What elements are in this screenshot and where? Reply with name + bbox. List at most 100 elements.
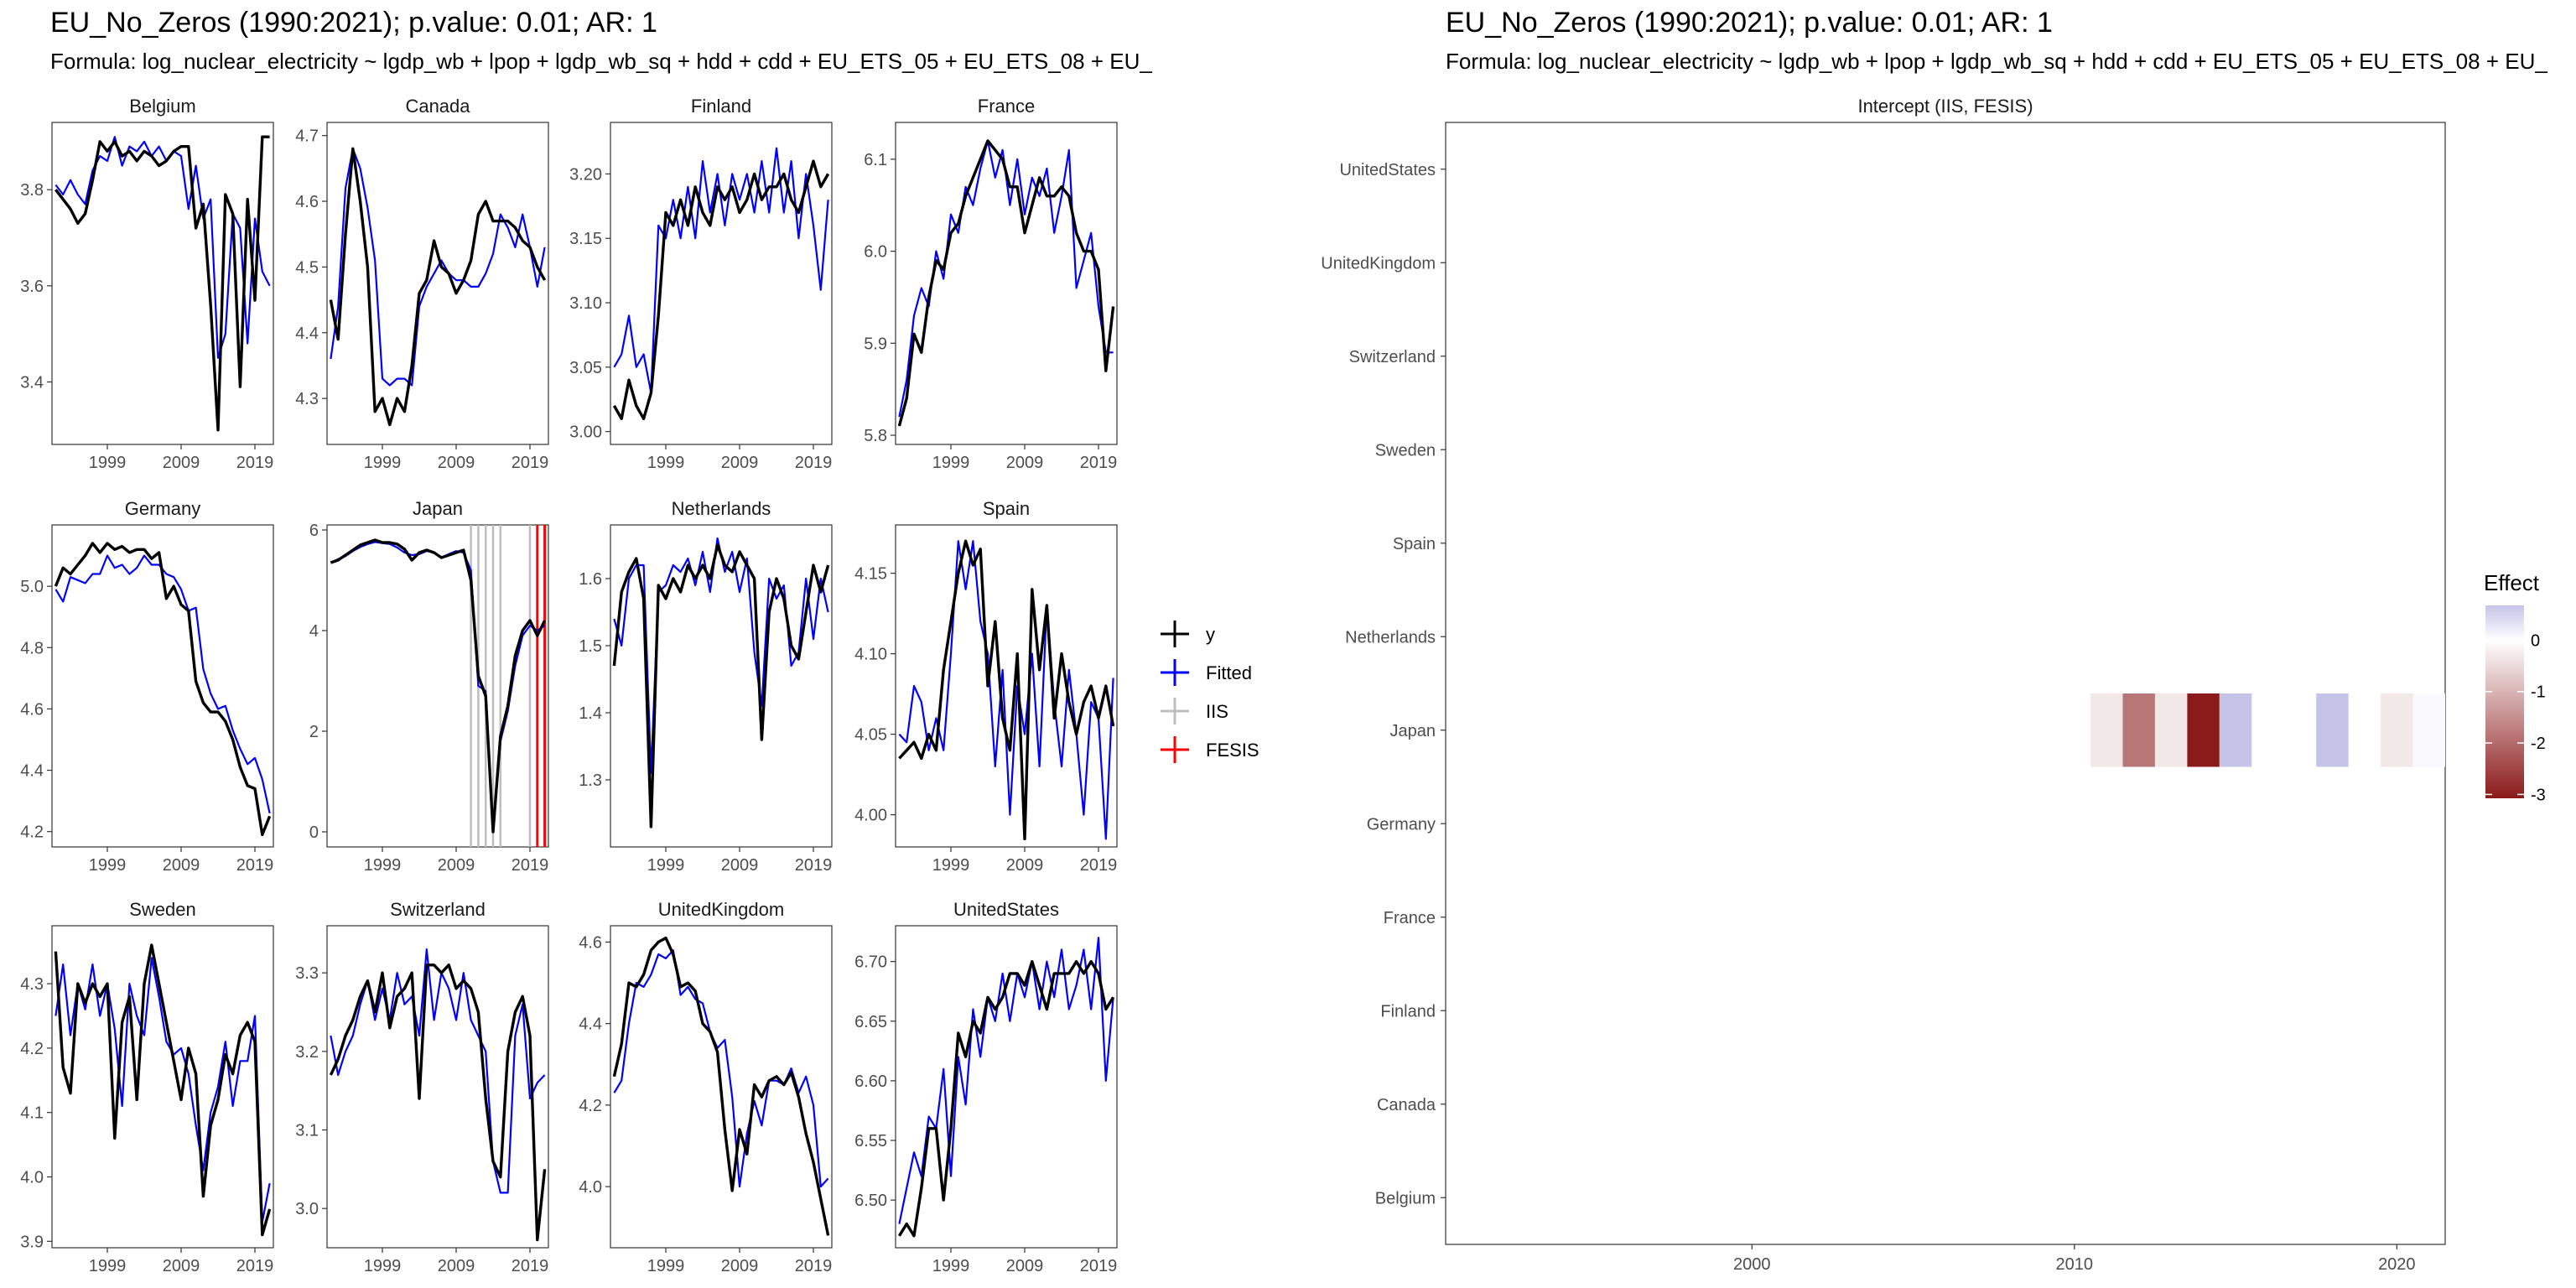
- heat-cell-japan-2013: [2154, 693, 2188, 767]
- y-tick-label: 4.2: [579, 1097, 602, 1115]
- x-tick-label: 1999: [364, 454, 402, 472]
- series-fitted: [330, 148, 546, 387]
- y-tick-label: 5.8: [864, 427, 887, 445]
- y-tick-label: 4.6: [579, 933, 602, 952]
- x-tick-label: 2009: [163, 856, 200, 875]
- x-tick-label: 1999: [932, 856, 970, 875]
- facet-grid: Belgium 3.4 3.6 3.8 1999 2009 2019 Canada 4.3 4.4…: [20, 96, 1118, 1275]
- series-y: [897, 139, 1115, 427]
- x-tick-label: 1999: [364, 1257, 402, 1275]
- series-fitted: [898, 540, 1114, 840]
- heat-y-label: Belgium: [1375, 1189, 1436, 1208]
- facet-germany: Germany 4.2 4.4 4.6 4.8 5.0 1999 2009 2019: [20, 498, 274, 875]
- x-tick-label: 2019: [512, 1257, 549, 1275]
- heatmap-panel: Intercept (IIS, FESIS) UnitedStates United…: [1321, 96, 2446, 1274]
- left-title: EU_No_Zeros (1990:2021); p.value: 0.01; …: [50, 7, 657, 39]
- x-tick-label: 2019: [795, 1257, 833, 1275]
- heat-y-label: Sweden: [1375, 441, 1436, 460]
- x-tick-label: 1999: [932, 454, 970, 472]
- facet-panel: [51, 925, 274, 1249]
- legend-label: IIS: [1206, 701, 1228, 722]
- y-tick-label: 3.9: [20, 1233, 44, 1251]
- y-tick-label: 1.5: [579, 637, 602, 656]
- y-tick-label: 4.4: [20, 762, 44, 781]
- legend-item-fesis: FESIS: [1161, 736, 1259, 763]
- right-title: EU_No_Zeros (1990:2021); p.value: 0.01; …: [1446, 7, 2053, 39]
- x-tick-label: 2009: [721, 454, 759, 472]
- x-tick-label: 1999: [647, 856, 685, 875]
- x-tick-label: 2019: [795, 454, 833, 472]
- heat-y-label: Finland: [1380, 1002, 1436, 1021]
- y-tick-label: 3.0: [295, 1200, 319, 1218]
- effect-tick-label: 0: [2531, 631, 2540, 650]
- y-tick-label: 4.4: [579, 1015, 602, 1034]
- facet-japan: Japan 0 2 4 6 1999 2009 2019: [309, 498, 549, 875]
- y-tick-label: 4.5: [295, 258, 319, 277]
- x-tick-label: 1999: [932, 1257, 970, 1275]
- x-tick-label: 1999: [89, 856, 127, 875]
- heatmap-panel: [1445, 122, 2446, 1245]
- y-tick-label: 3.05: [569, 359, 602, 377]
- y-tick-label: 6.60: [854, 1072, 887, 1091]
- x-tick-label: 2019: [1080, 856, 1118, 875]
- y-tick-label: 4.00: [854, 807, 887, 825]
- series-y: [54, 943, 272, 1237]
- y-tick-label: 6.65: [854, 1013, 887, 1031]
- facet-title: UnitedKingdom: [658, 899, 784, 920]
- x-tick-label: 2019: [1080, 454, 1118, 472]
- heat-cell-japan-2015: [2219, 693, 2252, 767]
- y-tick-label: 4.0: [20, 1169, 44, 1187]
- legend-item-iis: IIS: [1161, 698, 1228, 724]
- heat-cell-japan-2014: [2187, 693, 2220, 767]
- effect-legend-title: Effect: [2484, 570, 2540, 595]
- facet-title: Japan: [413, 498, 463, 519]
- y-tick-label: 6.1: [864, 151, 887, 169]
- legend-label: y: [1206, 624, 1215, 645]
- y-tick-label: 4.3: [20, 975, 44, 994]
- y-tick-label: 4.2: [20, 1040, 44, 1058]
- series-y: [612, 543, 830, 828]
- heat-x-label: 2010: [2056, 1255, 2094, 1274]
- heat-y-label: UnitedKingdom: [1321, 254, 1436, 273]
- x-tick-label: 2009: [721, 856, 759, 875]
- y-tick-label: 6.50: [854, 1192, 887, 1210]
- y-tick-label: 6.55: [854, 1132, 887, 1150]
- facet-netherlands: Netherlands 1.3 1.4 1.5 1.6 1999 2009 2019: [579, 498, 833, 875]
- facet-panel: [895, 925, 1118, 1249]
- series-y: [54, 542, 272, 837]
- x-tick-label: 2019: [795, 856, 833, 875]
- heat-y-label: Canada: [1377, 1096, 1436, 1114]
- facet-unitedstates: UnitedStates 6.50 6.55 6.60 6.65 6.70 1999 2009…: [854, 899, 1118, 1275]
- facet-unitedkingdom: UnitedKingdom 4.0 4.2 4.4 4.6 1999 2009 2019: [579, 899, 833, 1275]
- y-tick-label: 4.05: [854, 726, 887, 745]
- y-tick-label: 4.6: [20, 700, 44, 719]
- y-tick-label: 3.10: [569, 294, 602, 313]
- y-tick-label: 1.6: [579, 570, 602, 589]
- facet-title: Sweden: [129, 899, 196, 920]
- legend-label: Fitted: [1206, 662, 1252, 683]
- facet-spain: Spain 4.00 4.05 4.10 4.15 1999 2009 2019: [854, 498, 1118, 875]
- heat-cell-japan-2020: [2381, 693, 2413, 767]
- facet-title: Spain: [983, 498, 1030, 519]
- series-y: [55, 135, 270, 432]
- y-tick-label: 6.70: [854, 953, 887, 972]
- heat-y-label: UnitedStates: [1339, 161, 1436, 179]
- heat-cell-japan-2021: [2412, 693, 2445, 767]
- facet-sweden: Sweden 3.9 4.0 4.1 4.2 4.3 1999 2009 2019: [20, 899, 274, 1275]
- effect-legend: Effect 0 -1 -2 -3: [2484, 570, 2546, 804]
- effect-tick-label: -3: [2531, 786, 2546, 804]
- series-y: [898, 539, 1115, 841]
- x-tick-label: 2019: [512, 454, 549, 472]
- x-tick-label: 2019: [236, 1257, 274, 1275]
- x-tick-label: 1999: [89, 1257, 127, 1275]
- x-tick-label: 2009: [163, 1257, 200, 1275]
- x-tick-label: 2009: [438, 454, 475, 472]
- series-y: [330, 538, 547, 834]
- y-tick-label: 4.0: [579, 1178, 602, 1197]
- x-tick-label: 2009: [438, 856, 475, 875]
- facet-title: UnitedStates: [953, 899, 1059, 920]
- x-tick-label: 2009: [721, 1257, 759, 1275]
- heat-y-label: France: [1384, 909, 1436, 927]
- facet-panel: [326, 524, 549, 848]
- y-tick-label: 3.20: [569, 165, 602, 184]
